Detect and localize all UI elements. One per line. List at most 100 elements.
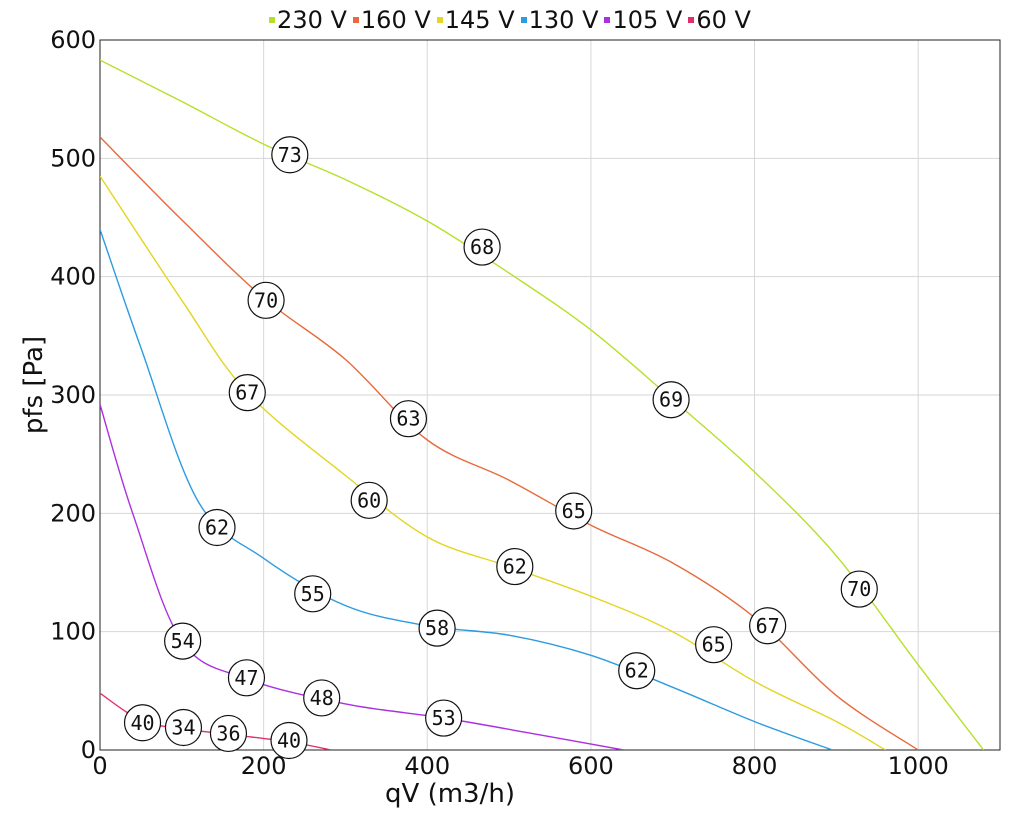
legend-swatch bbox=[269, 17, 276, 23]
legend-swatch bbox=[352, 17, 359, 23]
data-label-circle bbox=[695, 626, 733, 664]
data-label-circle bbox=[228, 374, 266, 412]
data-label-105v: 53 bbox=[425, 699, 463, 737]
x-tick-label: 800 bbox=[732, 752, 778, 780]
data-label-text: 67 bbox=[756, 614, 780, 638]
y-axis-title: pfs [Pa] bbox=[19, 336, 49, 434]
data-label-105v: 48 bbox=[303, 679, 341, 717]
data-label-text: 65 bbox=[562, 499, 586, 523]
data-label-text: 68 bbox=[470, 235, 494, 259]
data-label-130v: 62 bbox=[618, 652, 656, 690]
data-label-circle bbox=[164, 708, 203, 747]
legend-label: 145 V bbox=[444, 6, 515, 34]
data-label-circle bbox=[389, 400, 428, 438]
series-line-130v bbox=[100, 229, 833, 750]
data-label-circle bbox=[303, 679, 341, 717]
data-label-text: 62 bbox=[625, 659, 649, 683]
plot-border bbox=[99, 39, 1001, 751]
data-label-60v: 36 bbox=[209, 714, 248, 753]
data-label-text: 70 bbox=[254, 288, 278, 312]
data-label-160v: 63 bbox=[389, 400, 428, 438]
data-label-text: 47 bbox=[234, 666, 258, 690]
data-label-130v: 58 bbox=[418, 609, 456, 647]
data-label-text: 60 bbox=[357, 488, 381, 512]
y-tick-label: 0 bbox=[81, 736, 96, 764]
data-label-160v: 65 bbox=[555, 492, 593, 530]
data-label-circle bbox=[418, 609, 456, 647]
data-label-circle bbox=[425, 699, 463, 737]
legend-label: 60 V bbox=[696, 6, 751, 34]
legend-item: 145 V bbox=[436, 6, 515, 34]
legend-label: 130 V bbox=[528, 6, 599, 34]
legend-item: 105 V bbox=[604, 6, 682, 34]
legend-label: 160 V bbox=[360, 6, 431, 34]
data-label-text: 62 bbox=[205, 516, 229, 540]
data-label-text: 36 bbox=[216, 721, 240, 745]
data-label-text: 65 bbox=[702, 633, 726, 657]
data-label-text: 48 bbox=[310, 686, 334, 710]
y-tick-label: 200 bbox=[50, 499, 96, 527]
data-label-105v: 47 bbox=[227, 659, 266, 697]
data-label-60v: 40 bbox=[123, 704, 162, 742]
data-label-circle bbox=[749, 607, 787, 645]
data-label-130v: 55 bbox=[294, 575, 332, 613]
data-label-text: 70 bbox=[847, 577, 871, 601]
data-label-circle bbox=[840, 570, 878, 608]
data-label-text: 55 bbox=[301, 582, 325, 606]
data-label-60v: 34 bbox=[164, 708, 203, 747]
series-line-145v bbox=[100, 175, 886, 750]
legend: 230 V 160 V 145 V 130 V 105 V 60 V bbox=[0, 6, 1020, 34]
legend-label: 105 V bbox=[612, 6, 683, 34]
data-label-text: 40 bbox=[130, 711, 154, 735]
data-label-circle bbox=[164, 622, 202, 660]
legend-item: 130 V bbox=[520, 6, 599, 34]
data-label-text: 34 bbox=[171, 716, 195, 740]
data-label-text: 53 bbox=[432, 706, 456, 730]
y-tick-label: 300 bbox=[50, 381, 96, 409]
data-label-130v: 62 bbox=[198, 508, 236, 547]
data-label-text: 63 bbox=[396, 407, 420, 431]
series-line-105v bbox=[100, 404, 624, 750]
data-label-145v: 67 bbox=[228, 374, 266, 412]
data-label-230v: 70 bbox=[840, 570, 878, 608]
data-label-145v: 62 bbox=[496, 547, 534, 586]
legend-swatch bbox=[520, 17, 527, 23]
legend-item: 160 V bbox=[352, 6, 431, 34]
legend-swatch bbox=[604, 17, 611, 23]
data-label-145v: 65 bbox=[695, 626, 733, 664]
data-label-230v: 68 bbox=[463, 228, 501, 266]
data-label-circle bbox=[555, 492, 593, 530]
data-label-230v: 69 bbox=[652, 381, 690, 419]
data-label-230v: 73 bbox=[271, 136, 309, 174]
x-tick-label: 0 bbox=[92, 752, 107, 780]
data-label-160v: 70 bbox=[247, 281, 285, 319]
x-tick-label: 200 bbox=[241, 752, 287, 780]
data-label-circle bbox=[271, 136, 309, 174]
data-label-text: 40 bbox=[277, 729, 301, 753]
data-label-text: 62 bbox=[503, 555, 527, 579]
data-label-text: 54 bbox=[171, 629, 195, 653]
y-tick-label: 500 bbox=[50, 144, 96, 172]
x-axis-title: qV (m3/h) bbox=[385, 779, 515, 809]
data-label-text: 73 bbox=[278, 143, 302, 167]
data-label-circle bbox=[463, 228, 501, 266]
y-tick-label: 600 bbox=[50, 26, 96, 54]
y-tick-label: 400 bbox=[50, 263, 96, 291]
data-label-circle bbox=[618, 652, 656, 690]
data-label-text: 58 bbox=[425, 616, 449, 640]
y-tick-label: 100 bbox=[50, 618, 96, 646]
data-label-circle bbox=[227, 659, 266, 697]
data-label-circle bbox=[270, 721, 308, 760]
data-label-circle bbox=[198, 508, 236, 547]
x-tick-label: 600 bbox=[568, 752, 614, 780]
legend-swatch bbox=[436, 17, 443, 23]
legend-item: 60 V bbox=[688, 6, 751, 34]
data-label-text: 69 bbox=[659, 388, 683, 412]
legend-label: 230 V bbox=[277, 6, 347, 34]
data-label-circle bbox=[294, 575, 332, 613]
data-label-circle bbox=[247, 281, 285, 319]
data-label-text: 67 bbox=[235, 381, 259, 405]
x-tick-label: 400 bbox=[404, 752, 450, 780]
